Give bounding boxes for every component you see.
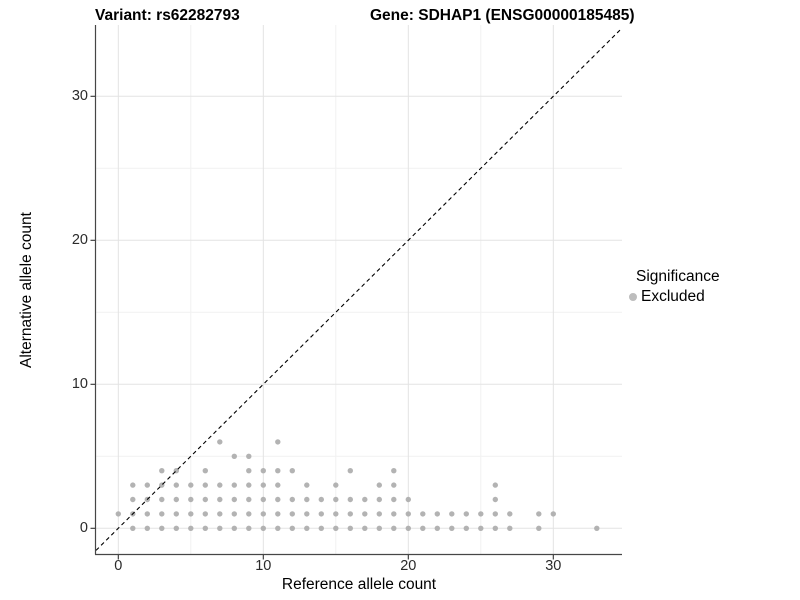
x-tick-label: 10: [255, 558, 272, 574]
legend-item-label: Excluded: [641, 288, 705, 305]
legend: Significance Excluded: [626, 268, 720, 306]
legend-title: Significance: [636, 268, 720, 285]
y-tick-label: 30: [71, 88, 88, 105]
y-tick-label: 0: [79, 520, 88, 537]
x-tick-label: 0: [114, 558, 123, 574]
variant-title: Variant: rs62282793: [95, 7, 240, 24]
x-tick-label: 30: [545, 558, 562, 574]
y-tick-label: 10: [71, 376, 88, 393]
y-tick-label: 20: [71, 232, 88, 249]
y-axis-label: Alternative allele count: [18, 212, 35, 368]
x-axis-label: Reference allele count: [281, 576, 437, 593]
legend-key-dot-icon: [629, 293, 637, 301]
gene-title: Gene: SDHAP1 (ENSG00000185485): [370, 7, 635, 24]
legend-item-excluded: Excluded: [626, 288, 720, 306]
x-tick-label: 20: [400, 558, 417, 574]
